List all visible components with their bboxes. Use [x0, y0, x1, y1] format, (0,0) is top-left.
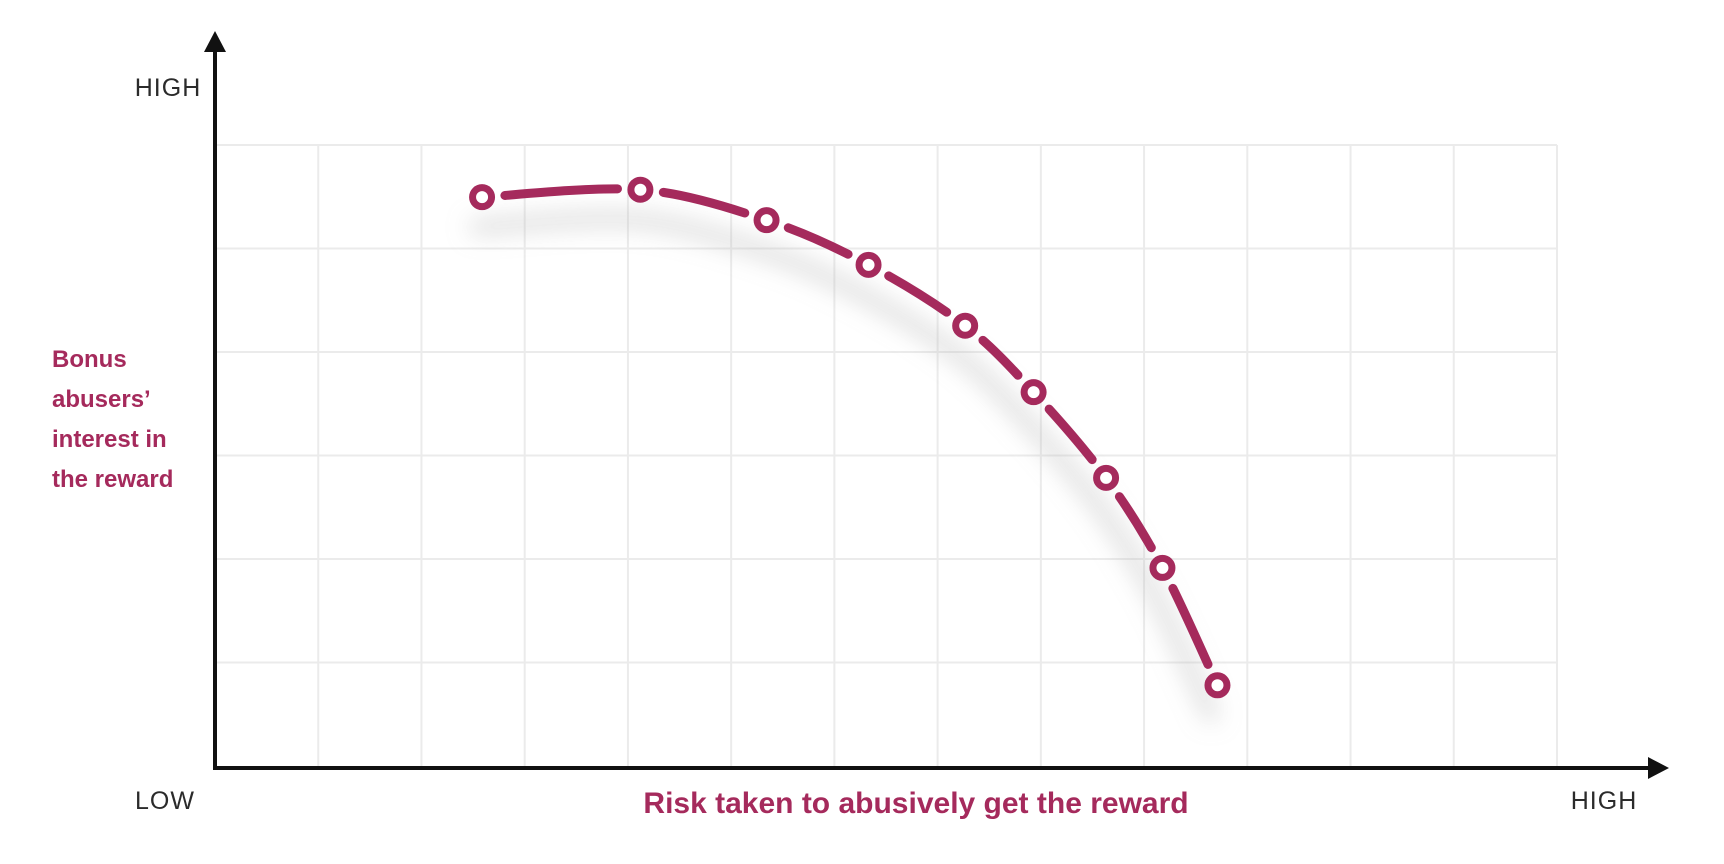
curve-dash-segment: [477, 184, 645, 202]
curve-dash-segment: [864, 260, 970, 331]
curve-shadow: [469, 212, 1218, 722]
curve-dash-segment: [1029, 387, 1111, 483]
y-axis-title-line: the reward: [52, 466, 174, 493]
curve-dash-segment: [1157, 563, 1222, 690]
data-point-marker: [952, 312, 979, 339]
curve-dash-segment: [635, 185, 772, 225]
x-axis-low-label: LOW: [135, 787, 195, 815]
axes: [204, 31, 1669, 779]
data-point-marker: [855, 251, 882, 278]
data-point-marker: [1020, 379, 1047, 406]
y-axis-arrowhead-icon: [204, 31, 226, 52]
data-point-marker: [469, 184, 496, 211]
y-axis-title-line: interest in: [52, 426, 167, 453]
y-axis-high-label: HIGH: [134, 74, 202, 102]
y-axis-title-line: abusers’: [52, 386, 151, 413]
x-axis-arrowhead-icon: [1648, 757, 1669, 779]
data-point-marker: [753, 207, 780, 234]
y-axis-title-line: Bonus: [52, 346, 127, 373]
interest-curve: [477, 184, 1222, 690]
x-axis-high-label: HIGH: [1570, 787, 1638, 815]
data-point-marker: [1093, 464, 1120, 491]
data-point-marker: [627, 176, 654, 203]
y-axis-title: Bonus abusers’ interest in the reward: [52, 340, 173, 500]
data-point-markers: [469, 176, 1231, 699]
curve-dash-segment: [1101, 473, 1167, 573]
data-point-marker: [1149, 554, 1176, 581]
curve-dash-segment: [762, 215, 874, 270]
curve-dash-segment: [960, 321, 1039, 397]
data-point-marker: [1204, 672, 1231, 699]
x-axis-title: Risk taken to abusively get the reward: [643, 787, 1189, 820]
grid: [215, 144, 1558, 766]
